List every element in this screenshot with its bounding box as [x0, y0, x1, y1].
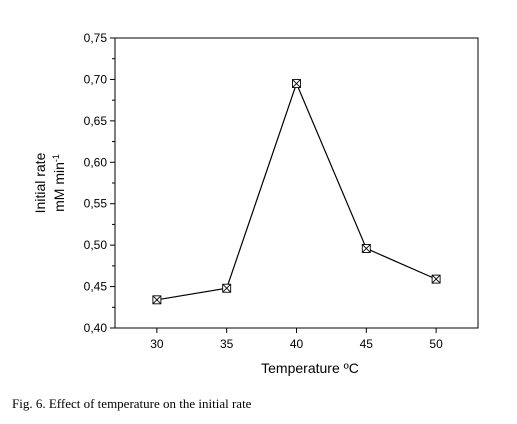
data-series — [152, 79, 441, 305]
marker-cross — [361, 244, 371, 253]
x-tick-label: 50 — [429, 337, 443, 351]
data-point-marker — [292, 79, 301, 89]
figure-caption: Fig. 6. Effect of temperature on the ini… — [12, 396, 252, 411]
x-tick-label: 35 — [220, 337, 234, 351]
y-tick-label: 0,75 — [84, 31, 108, 45]
y-tick-label: 0,50 — [84, 238, 108, 252]
x-axis-title: Temperature ºC — [261, 360, 359, 376]
marker-cross — [152, 295, 162, 305]
tick-labels: 30 35 40 45 50 0,40 0,45 0,50 0,55 0,60 0,65 0,70 0,… — [84, 31, 443, 351]
marker-cross — [222, 283, 232, 293]
data-point-marker — [361, 244, 371, 253]
y-tick-label: 0,40 — [84, 321, 108, 335]
x-tick-label: 30 — [150, 337, 164, 351]
y-axis-unit-text: mM min — [51, 162, 67, 212]
data-point-marker — [431, 274, 441, 284]
y-tick-label: 0,70 — [84, 72, 108, 86]
marker-cross — [292, 79, 301, 88]
series-line — [156, 81, 437, 301]
data-point-marker — [222, 283, 232, 293]
marker-cross — [431, 274, 441, 284]
y-axis-unit-superscript: -1 — [51, 154, 61, 162]
y-axis-title: Initial rate — [32, 152, 48, 213]
x-tick-label: 40 — [290, 337, 304, 351]
y-tick-label: 0,60 — [84, 155, 108, 169]
line-chart: 30 35 40 45 50 0,40 0,45 0,50 0,55 0,60 0,65 0,70 0,… — [32, 31, 479, 376]
data-point-marker — [152, 295, 162, 305]
y-tick-label: 0,65 — [84, 114, 108, 128]
tick-marks — [110, 37, 437, 333]
y-axis-unit: mM min-1 — [51, 154, 67, 212]
y-tick-label: 0,45 — [84, 280, 108, 294]
x-tick-label: 45 — [360, 337, 374, 351]
y-tick-label: 0,55 — [84, 197, 108, 211]
